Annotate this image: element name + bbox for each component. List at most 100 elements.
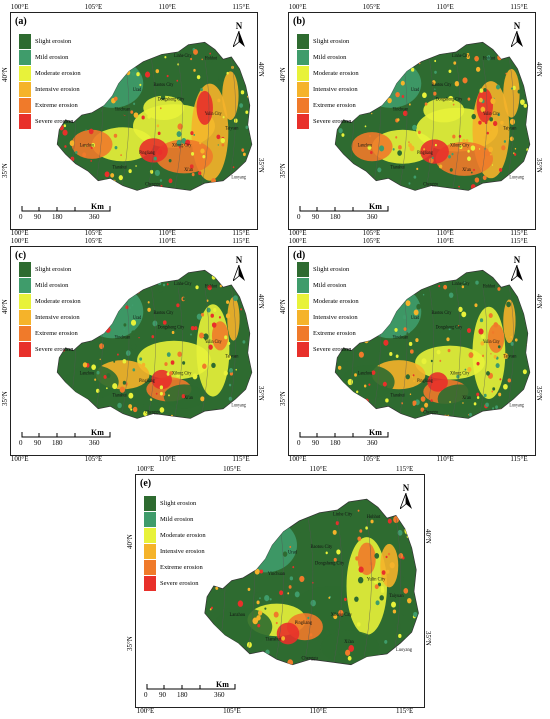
erosion-speck bbox=[476, 396, 480, 399]
place-label: Luoyang bbox=[396, 648, 412, 653]
erosion-speck bbox=[417, 130, 421, 135]
erosion-speck bbox=[190, 333, 192, 336]
erosion-speck bbox=[453, 61, 457, 65]
legend-label: Intensive erosion bbox=[313, 313, 358, 321]
latitude-label: 35°N bbox=[424, 631, 432, 646]
erosion-speck bbox=[363, 72, 367, 76]
boundary-line bbox=[425, 287, 434, 419]
erosion-speck bbox=[164, 362, 168, 366]
erosion-speck bbox=[385, 76, 388, 80]
erosion-speck bbox=[253, 507, 258, 513]
scale-bar: 0 90 180 360 Km bbox=[297, 201, 417, 225]
scale-tick-label: 90 bbox=[34, 439, 41, 447]
erosion-speck bbox=[482, 354, 485, 358]
legend-label: Moderate erosion bbox=[313, 69, 359, 77]
erosion-speck bbox=[227, 355, 232, 360]
erosion-speck bbox=[261, 525, 268, 533]
place-label: Xilong City bbox=[172, 370, 192, 375]
erosion-speck bbox=[464, 368, 467, 371]
legend-swatch bbox=[19, 65, 31, 81]
legend-item: Extreme erosion bbox=[297, 97, 359, 113]
erosion-speck bbox=[247, 587, 251, 592]
erosion-speck bbox=[138, 336, 140, 339]
boundary-line bbox=[451, 59, 461, 191]
erosion-speck bbox=[401, 54, 403, 57]
boundary-line bbox=[425, 59, 434, 191]
erosion-speck bbox=[218, 559, 224, 565]
erosion-speck bbox=[211, 362, 216, 369]
erosion-speck bbox=[259, 569, 264, 574]
erosion-speck bbox=[419, 331, 421, 333]
erosion-speck bbox=[131, 304, 134, 307]
erosion-speck bbox=[333, 557, 337, 562]
erosion-speck bbox=[217, 656, 220, 659]
place-label: Lanzhou bbox=[358, 142, 373, 147]
erosion-speck bbox=[217, 98, 221, 103]
erosion-speck bbox=[289, 576, 294, 581]
erosion-speck bbox=[224, 335, 228, 340]
erosion-speck bbox=[507, 378, 512, 383]
erosion-speck bbox=[140, 403, 144, 408]
erosion-speck bbox=[245, 110, 249, 114]
erosion-speck bbox=[122, 359, 127, 364]
erosion-speck bbox=[388, 69, 393, 75]
place-label: Luoyang bbox=[509, 402, 524, 407]
erosion-speck bbox=[210, 187, 214, 191]
north-label: N bbox=[235, 255, 243, 265]
erosion-speck bbox=[486, 280, 492, 287]
erosion-zone bbox=[476, 88, 493, 123]
erosion-speck bbox=[474, 303, 478, 308]
erosion-speck bbox=[119, 386, 126, 393]
erosion-speck bbox=[253, 545, 259, 552]
north-label: N bbox=[402, 483, 410, 493]
scale-tick-label: 0 bbox=[297, 213, 301, 221]
legend-item: Mild erosion bbox=[19, 49, 81, 65]
legend-swatch bbox=[297, 65, 309, 81]
erosion-speck bbox=[159, 391, 163, 396]
erosion-speck bbox=[500, 120, 504, 125]
erosion-speck bbox=[67, 415, 69, 417]
longitude-label: 115°E bbox=[510, 455, 528, 463]
longitude-label: 115°E bbox=[395, 707, 414, 715]
place-label: Chenggu bbox=[145, 181, 160, 186]
erosion-speck bbox=[84, 145, 87, 147]
erosion-speck bbox=[446, 337, 450, 342]
erosion-zone bbox=[420, 139, 449, 164]
place-label: Urad bbox=[411, 87, 420, 92]
erosion-speck bbox=[337, 365, 342, 370]
erosion-speck bbox=[166, 74, 169, 78]
erosion-speck bbox=[133, 183, 138, 189]
erosion-speck bbox=[166, 372, 170, 376]
legend-swatch bbox=[297, 309, 309, 325]
place-label: Dongsheng City bbox=[315, 561, 345, 566]
erosion-speck bbox=[499, 378, 502, 381]
erosion-speck bbox=[274, 532, 278, 537]
erosion-speck bbox=[245, 546, 250, 552]
latitude-label: 35°N bbox=[1, 390, 9, 406]
erosion-speck bbox=[398, 292, 401, 295]
legend-item: Extreme erosion bbox=[144, 559, 206, 575]
erosion-speck bbox=[110, 173, 115, 178]
erosion-speck bbox=[355, 556, 359, 561]
erosion-speck bbox=[335, 391, 338, 395]
erosion-speck bbox=[405, 300, 411, 307]
erosion-speck bbox=[275, 504, 281, 510]
place-label: Xi'an bbox=[462, 395, 471, 400]
erosion-speck bbox=[217, 144, 219, 146]
erosion-zone bbox=[81, 284, 144, 339]
erosion-speck bbox=[122, 380, 127, 385]
erosion-speck bbox=[347, 123, 351, 128]
erosion-speck bbox=[147, 307, 151, 312]
place-label: Tianshui bbox=[391, 164, 406, 169]
place-label: Lanzhou bbox=[358, 370, 373, 375]
latitude-label: 40°N bbox=[1, 299, 9, 315]
erosion-speck bbox=[486, 55, 491, 61]
scale-tick-label: 180 bbox=[177, 691, 188, 699]
latitude-label: 40°N bbox=[279, 299, 287, 315]
erosion-speck bbox=[205, 635, 210, 641]
erosion-speck bbox=[395, 91, 400, 98]
erosion-zone bbox=[234, 518, 297, 573]
erosion-speck bbox=[63, 124, 67, 128]
erosion-speck bbox=[431, 80, 436, 85]
erosion-speck bbox=[358, 566, 364, 573]
